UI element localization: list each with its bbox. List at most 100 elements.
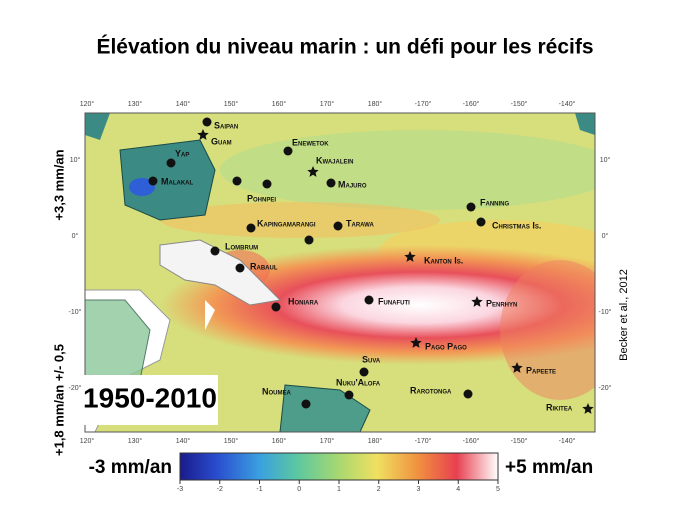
place-label: Funafuti <box>378 296 410 306</box>
place-label: Papeete <box>526 365 556 375</box>
station-dot <box>364 295 374 305</box>
place-label: Lombrum <box>225 241 258 251</box>
place-label: Enewetok <box>292 137 329 147</box>
colorbar-tick-label: 5 <box>496 486 500 493</box>
place-label: Christmas Is. <box>492 220 541 230</box>
longitude-label: 130° <box>128 437 143 445</box>
longitude-label: 160° <box>272 100 287 108</box>
place-label: Honiara <box>288 296 319 306</box>
station-star <box>410 337 422 348</box>
colorbar-tick-label: 3 <box>417 486 421 493</box>
longitude-label: 140° <box>176 437 191 445</box>
colorbar-tick-label: -2 <box>217 486 223 493</box>
station-dot <box>333 221 343 231</box>
place-label: Malakal <box>161 176 193 186</box>
colorbar-max-label: +5 mm/an <box>505 457 593 478</box>
longitude-label: -160° <box>463 100 480 108</box>
station-dot <box>326 178 336 188</box>
colorbar-tick-label: 0 <box>297 486 301 493</box>
period-box <box>82 375 218 425</box>
station-dot <box>466 202 476 212</box>
station-dot <box>344 390 354 400</box>
place-label: Nuku'Alofa <box>336 377 381 387</box>
station-dot <box>148 176 158 186</box>
place-label: Pago Pago <box>425 341 467 351</box>
longitude-label: 180° <box>368 437 383 445</box>
longitude-label: 170° <box>320 100 335 108</box>
latitude-label: -20° <box>69 384 82 392</box>
station-dot <box>463 389 473 399</box>
longitude-label: -170° <box>415 100 432 108</box>
station-dot <box>359 367 369 377</box>
place-label: Majuro <box>338 179 367 189</box>
station-star <box>307 166 319 177</box>
station-dot <box>246 223 256 233</box>
credit: Becker et al., 2012 <box>618 269 630 361</box>
latitude-label: -10° <box>599 308 612 316</box>
latitude-label: -20° <box>599 384 612 392</box>
place-label: Guam <box>211 136 232 146</box>
station-dot <box>202 117 212 127</box>
place-label: Noumea <box>262 386 291 396</box>
station-star <box>582 403 594 414</box>
latitude-label: 10° <box>600 156 611 164</box>
longitude-label: -150° <box>511 437 528 445</box>
longitude-label: 170° <box>320 437 335 445</box>
station-star <box>511 362 523 373</box>
place-label: Tarawa <box>346 218 374 228</box>
longitude-label: -140° <box>559 100 576 108</box>
longitude-label: -160° <box>463 437 480 445</box>
colorbar-tick-label: -1 <box>256 486 262 493</box>
latitude-label: 0° <box>72 232 79 240</box>
station-star <box>471 296 483 307</box>
longitude-label: 180° <box>368 100 383 108</box>
station-star <box>197 129 209 140</box>
place-label: Rikitea <box>546 402 573 412</box>
place-label: Saipan <box>214 120 238 130</box>
colorbar-tick-label: 1 <box>337 486 341 493</box>
colorbar-tick-label: 2 <box>377 486 381 493</box>
station-dot <box>166 158 176 168</box>
station-dot <box>210 246 220 256</box>
map-frame <box>84 112 596 433</box>
colorbar-tick-label: -3 <box>177 486 183 493</box>
colorbar-min-label: -3 mm/an <box>89 457 172 478</box>
place-label: Pohnpei <box>247 193 276 203</box>
place-label: Kapingamarangi <box>257 218 316 228</box>
station-dot <box>262 179 272 189</box>
station-dot <box>301 399 311 409</box>
place-label: Rabaul <box>250 261 278 271</box>
rate-label: +3,3 mm/an <box>51 149 66 220</box>
station-dot <box>283 146 293 156</box>
place-label: Rarotonga <box>410 385 452 395</box>
colorbar-tick-label: 4 <box>456 486 460 493</box>
longitude-label: 120° <box>80 437 95 445</box>
station-dot <box>271 302 281 312</box>
station-dot <box>476 217 486 227</box>
colorbar <box>179 452 499 481</box>
longitude-label: 150° <box>224 100 239 108</box>
longitude-label: 140° <box>176 100 191 108</box>
place-label: Penrhyn <box>486 298 517 308</box>
place-label: Fanning <box>480 197 509 207</box>
station-star <box>404 251 416 262</box>
place-label: Kwajalein <box>316 155 354 165</box>
longitude-label: 150° <box>224 437 239 445</box>
period: 1950-2010 <box>83 382 217 413</box>
longitude-label: 130° <box>128 100 143 108</box>
station-dot <box>235 263 245 273</box>
longitude-label: -140° <box>559 437 576 445</box>
longitude-label: -150° <box>511 100 528 108</box>
title: Élévation du niveau marin : un défi pour… <box>96 36 593 59</box>
latitude-label: 10° <box>70 156 81 164</box>
rate-label: +1,8 mm/an +/- 0,5 <box>51 344 66 456</box>
place-label: Yap <box>175 148 189 158</box>
place-label: Suva <box>362 354 381 364</box>
place-label: Kanton Is. <box>424 255 463 265</box>
latitude-label: -10° <box>69 308 82 316</box>
longitude-label: -170° <box>415 437 432 445</box>
latitude-label: 0° <box>602 232 609 240</box>
longitude-label: 120° <box>80 100 95 108</box>
